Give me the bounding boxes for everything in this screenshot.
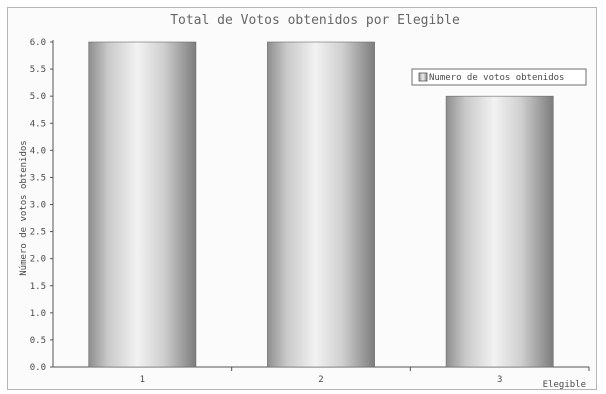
y-tick-label: 0.0 (30, 363, 46, 373)
y-tick-label: 1.5 (30, 282, 46, 292)
bar (267, 41, 375, 368)
y-tick-label: 4.0 (30, 146, 46, 156)
chart-title: Total de Votos obtenidos por Elegible (170, 13, 460, 28)
legend: Numero de votos obtenidos (411, 68, 587, 86)
x-tick-label: 2 (318, 375, 323, 385)
y-tick-label: 3.5 (30, 173, 46, 183)
y-axis-label: Número de votos obtenidos (19, 140, 29, 275)
y-tick-label: 2.0 (30, 255, 46, 265)
y-tick-label: 4.5 (30, 119, 46, 129)
y-tick-label: 3.0 (30, 201, 46, 211)
legend-swatch (418, 72, 428, 82)
x-axis-label: Elegible (543, 380, 586, 390)
x-ticks: 1 2 3 (140, 367, 590, 385)
x-tick-label: 3 (497, 375, 502, 385)
x-tick-label: 1 (140, 375, 145, 385)
y-tick-label: 6.0 (30, 38, 46, 48)
bars (88, 41, 554, 368)
y-tick-label: 2.5 (30, 228, 46, 238)
y-tick-label: 5.5 (30, 65, 46, 75)
y-tick-label: 0.5 (30, 336, 46, 346)
bar (445, 95, 554, 368)
legend-label: Numero de votos obtenidos (429, 73, 564, 83)
bar (88, 41, 197, 368)
y-tick-label: 5.0 (30, 92, 46, 102)
y-ticks: 0.0 0.5 1.0 1.5 2.0 2.5 3.0 3.5 4.0 4.5 5.0 5.5 6.0 (30, 38, 53, 373)
legend-box (411, 68, 587, 86)
y-tick-label: 1.0 (30, 309, 46, 319)
